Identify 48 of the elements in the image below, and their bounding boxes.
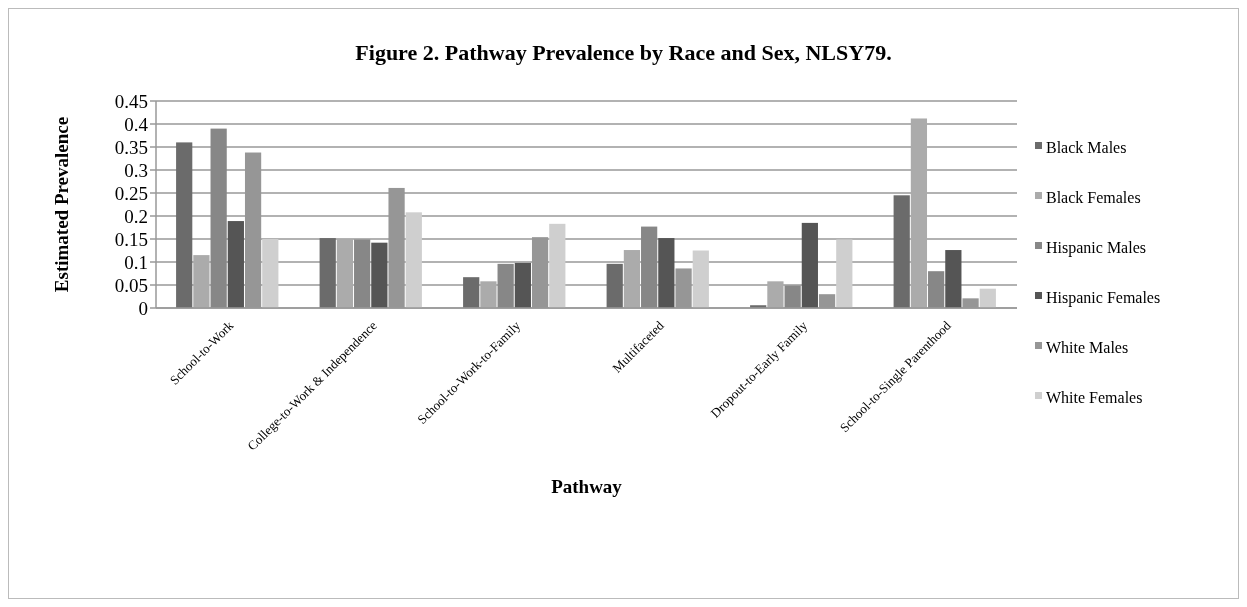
y-tick-label: 0.35 <box>114 136 148 158</box>
y-axis-title: Estimated Prevalence <box>51 116 72 293</box>
y-tick-label: 0.05 <box>114 274 148 296</box>
bar <box>319 238 336 308</box>
y-tick-label: 0.25 <box>114 182 148 204</box>
bar <box>549 223 566 308</box>
bar <box>227 221 244 308</box>
bar <box>945 250 962 308</box>
bar <box>623 250 641 308</box>
bar <box>801 222 818 308</box>
y-tick-label: 0.3 <box>124 159 148 181</box>
y-tick-label: 0 <box>138 297 148 319</box>
bar <box>463 277 480 308</box>
bar <box>928 271 945 308</box>
bar <box>497 263 514 308</box>
bar <box>336 239 354 308</box>
bar <box>514 262 531 308</box>
legend-label: Black Males <box>1046 138 1127 156</box>
legend-label: White Males <box>1046 338 1129 356</box>
x-axis-title: Pathway <box>551 476 623 497</box>
bar <box>692 250 709 308</box>
bar <box>606 263 623 308</box>
bar <box>910 118 928 308</box>
y-tick-label: 0.1 <box>124 251 148 273</box>
bar <box>354 239 371 308</box>
bar <box>658 238 675 308</box>
y-tick-label: 0.2 <box>124 205 148 227</box>
bar <box>210 128 227 308</box>
bar <box>193 255 210 308</box>
bar <box>641 226 658 308</box>
y-tick-label: 0.4 <box>124 113 149 135</box>
bar <box>979 288 996 308</box>
bar <box>371 242 388 308</box>
bar <box>784 285 801 308</box>
legend-label: Hispanic Males <box>1046 238 1146 257</box>
y-tick-label: 0.45 <box>114 90 148 112</box>
legend-label: White Females <box>1046 388 1143 406</box>
bar <box>405 212 422 308</box>
bar <box>480 281 497 308</box>
legend-label: Black Females <box>1046 188 1141 206</box>
legend-label: Hispanic Females <box>1046 288 1161 307</box>
bar <box>836 239 853 308</box>
bar <box>262 239 279 308</box>
bar <box>893 195 910 308</box>
bar <box>767 281 784 308</box>
bar <box>176 142 193 308</box>
y-tick-label: 0.15 <box>114 228 148 250</box>
chart-title: Figure 2. Pathway Prevalence by Race and Sex, NLSY79. <box>355 40 892 65</box>
